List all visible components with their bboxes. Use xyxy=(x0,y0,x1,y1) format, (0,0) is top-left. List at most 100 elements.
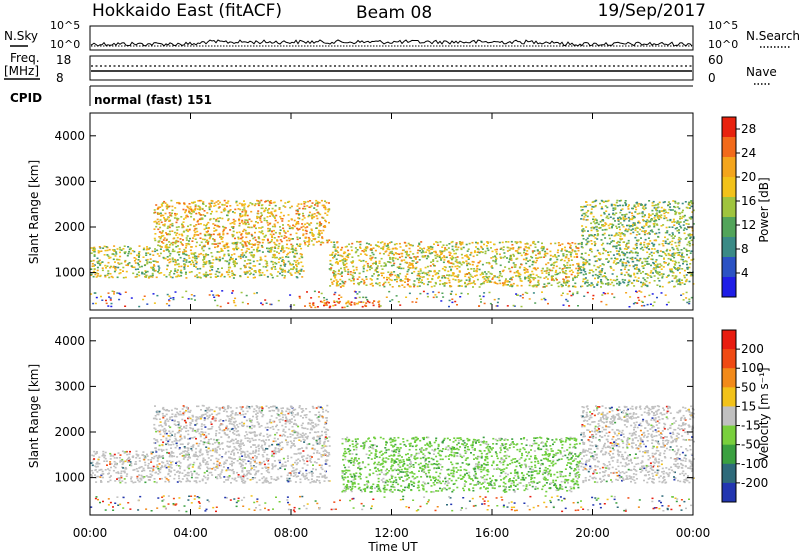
scatter-cell xyxy=(310,478,313,480)
scatter-cell xyxy=(124,276,127,279)
scatter-cell xyxy=(308,214,311,217)
scatter-cell xyxy=(606,206,609,209)
scatter-cell xyxy=(254,231,256,234)
scatter-cell xyxy=(183,202,186,205)
scatter-cell xyxy=(673,254,676,256)
scatter-cell xyxy=(516,271,519,274)
scatter-cell xyxy=(258,241,261,244)
scatter-cell xyxy=(607,292,609,295)
scatter-cell xyxy=(188,240,190,242)
scatter-cell xyxy=(619,228,621,231)
scatter-cell xyxy=(650,258,653,260)
scatter-cell xyxy=(376,265,379,267)
scatter-cell xyxy=(110,275,113,278)
scatter-cell xyxy=(297,222,300,225)
scatter-cell xyxy=(470,275,473,278)
scatter-cell xyxy=(180,269,183,272)
scatter-cell xyxy=(178,460,181,463)
scatter-cell xyxy=(371,282,374,285)
scatter-cell xyxy=(208,208,211,211)
scatter-cell xyxy=(226,260,229,263)
scatter-cell xyxy=(156,465,159,468)
scatter-cell xyxy=(431,275,434,277)
scatter-cell xyxy=(273,250,276,252)
scatter-cell xyxy=(109,452,112,455)
scatter-cell xyxy=(484,250,487,253)
scatter-cell xyxy=(671,221,674,223)
scatter-cell xyxy=(594,277,596,280)
scatter-cell xyxy=(448,262,451,264)
scatter-cell xyxy=(596,283,599,285)
scatter-cell xyxy=(683,214,686,217)
scatter-cell xyxy=(488,291,491,294)
scatter-cell xyxy=(612,224,615,226)
scatter-cell xyxy=(468,257,471,260)
scatter-cell xyxy=(369,283,372,286)
scatter-cell xyxy=(519,241,522,244)
scatter-cell xyxy=(295,471,298,474)
scatter-cell xyxy=(257,210,260,212)
scatter-cell xyxy=(433,250,436,253)
scatter-cell xyxy=(170,242,173,244)
scatter-cell xyxy=(143,469,146,472)
scatter-cell xyxy=(260,274,263,276)
scatter-cell xyxy=(511,285,514,288)
scatter-cell xyxy=(274,243,277,246)
scatter-cell xyxy=(109,479,112,482)
scatter-cell xyxy=(365,278,368,280)
scatter-cell xyxy=(214,299,217,302)
scatter-cell xyxy=(481,251,484,254)
scatter-cell xyxy=(165,232,167,234)
scatter-cell xyxy=(273,237,276,239)
scatter-cell xyxy=(592,270,595,273)
scatter-cell xyxy=(398,265,401,268)
scatter-cell xyxy=(581,257,584,259)
scatter-cell xyxy=(626,224,628,227)
scatter-cell xyxy=(298,245,301,247)
scatter-cell xyxy=(207,227,210,229)
scatter-cell xyxy=(624,215,627,218)
scatter-cell xyxy=(125,264,128,266)
scatter-cell xyxy=(241,301,244,304)
scatter-cell xyxy=(239,275,242,277)
scatter-cell xyxy=(252,248,255,251)
scatter-cell xyxy=(178,265,181,268)
scatter-cell xyxy=(651,293,654,295)
scatter-cell xyxy=(128,250,131,253)
scatter-cell xyxy=(225,479,228,481)
scatter-cell xyxy=(206,223,208,226)
scatter-cell xyxy=(330,267,333,269)
scatter-cell xyxy=(383,242,386,245)
scatter-cell xyxy=(627,208,630,210)
scatter-cell xyxy=(621,263,624,265)
scatter-cell xyxy=(403,241,406,244)
scatter-cell xyxy=(639,247,642,250)
scatter-cell xyxy=(230,451,233,453)
scatter-cell xyxy=(646,303,649,306)
scatter-cell xyxy=(401,252,404,255)
scatter-cell xyxy=(171,230,174,232)
scatter-cell xyxy=(215,457,218,460)
scatter-cell xyxy=(685,274,688,276)
scatter-cell xyxy=(445,248,448,251)
scatter-cell xyxy=(657,273,660,275)
scatter-cell xyxy=(415,256,418,258)
scatter-cell xyxy=(236,248,238,251)
scatter-cell xyxy=(341,280,344,283)
scatter-cell xyxy=(226,205,228,208)
scatter-cell xyxy=(440,252,443,255)
scatter-cell xyxy=(607,260,610,262)
scatter-cell xyxy=(115,253,118,255)
scatter-cell xyxy=(642,265,645,267)
scatter-cell xyxy=(236,204,239,207)
scatter-cell xyxy=(407,242,410,245)
scatter-cell xyxy=(388,248,391,251)
scatter-cell xyxy=(169,223,172,226)
scatter-cell xyxy=(580,269,583,271)
scatter-cell xyxy=(182,251,184,253)
scatter-cell xyxy=(102,453,105,455)
scatter-cell xyxy=(464,255,467,257)
scatter-cell xyxy=(185,214,188,217)
scatter-cell xyxy=(198,253,201,256)
scatter-cell xyxy=(258,270,260,273)
